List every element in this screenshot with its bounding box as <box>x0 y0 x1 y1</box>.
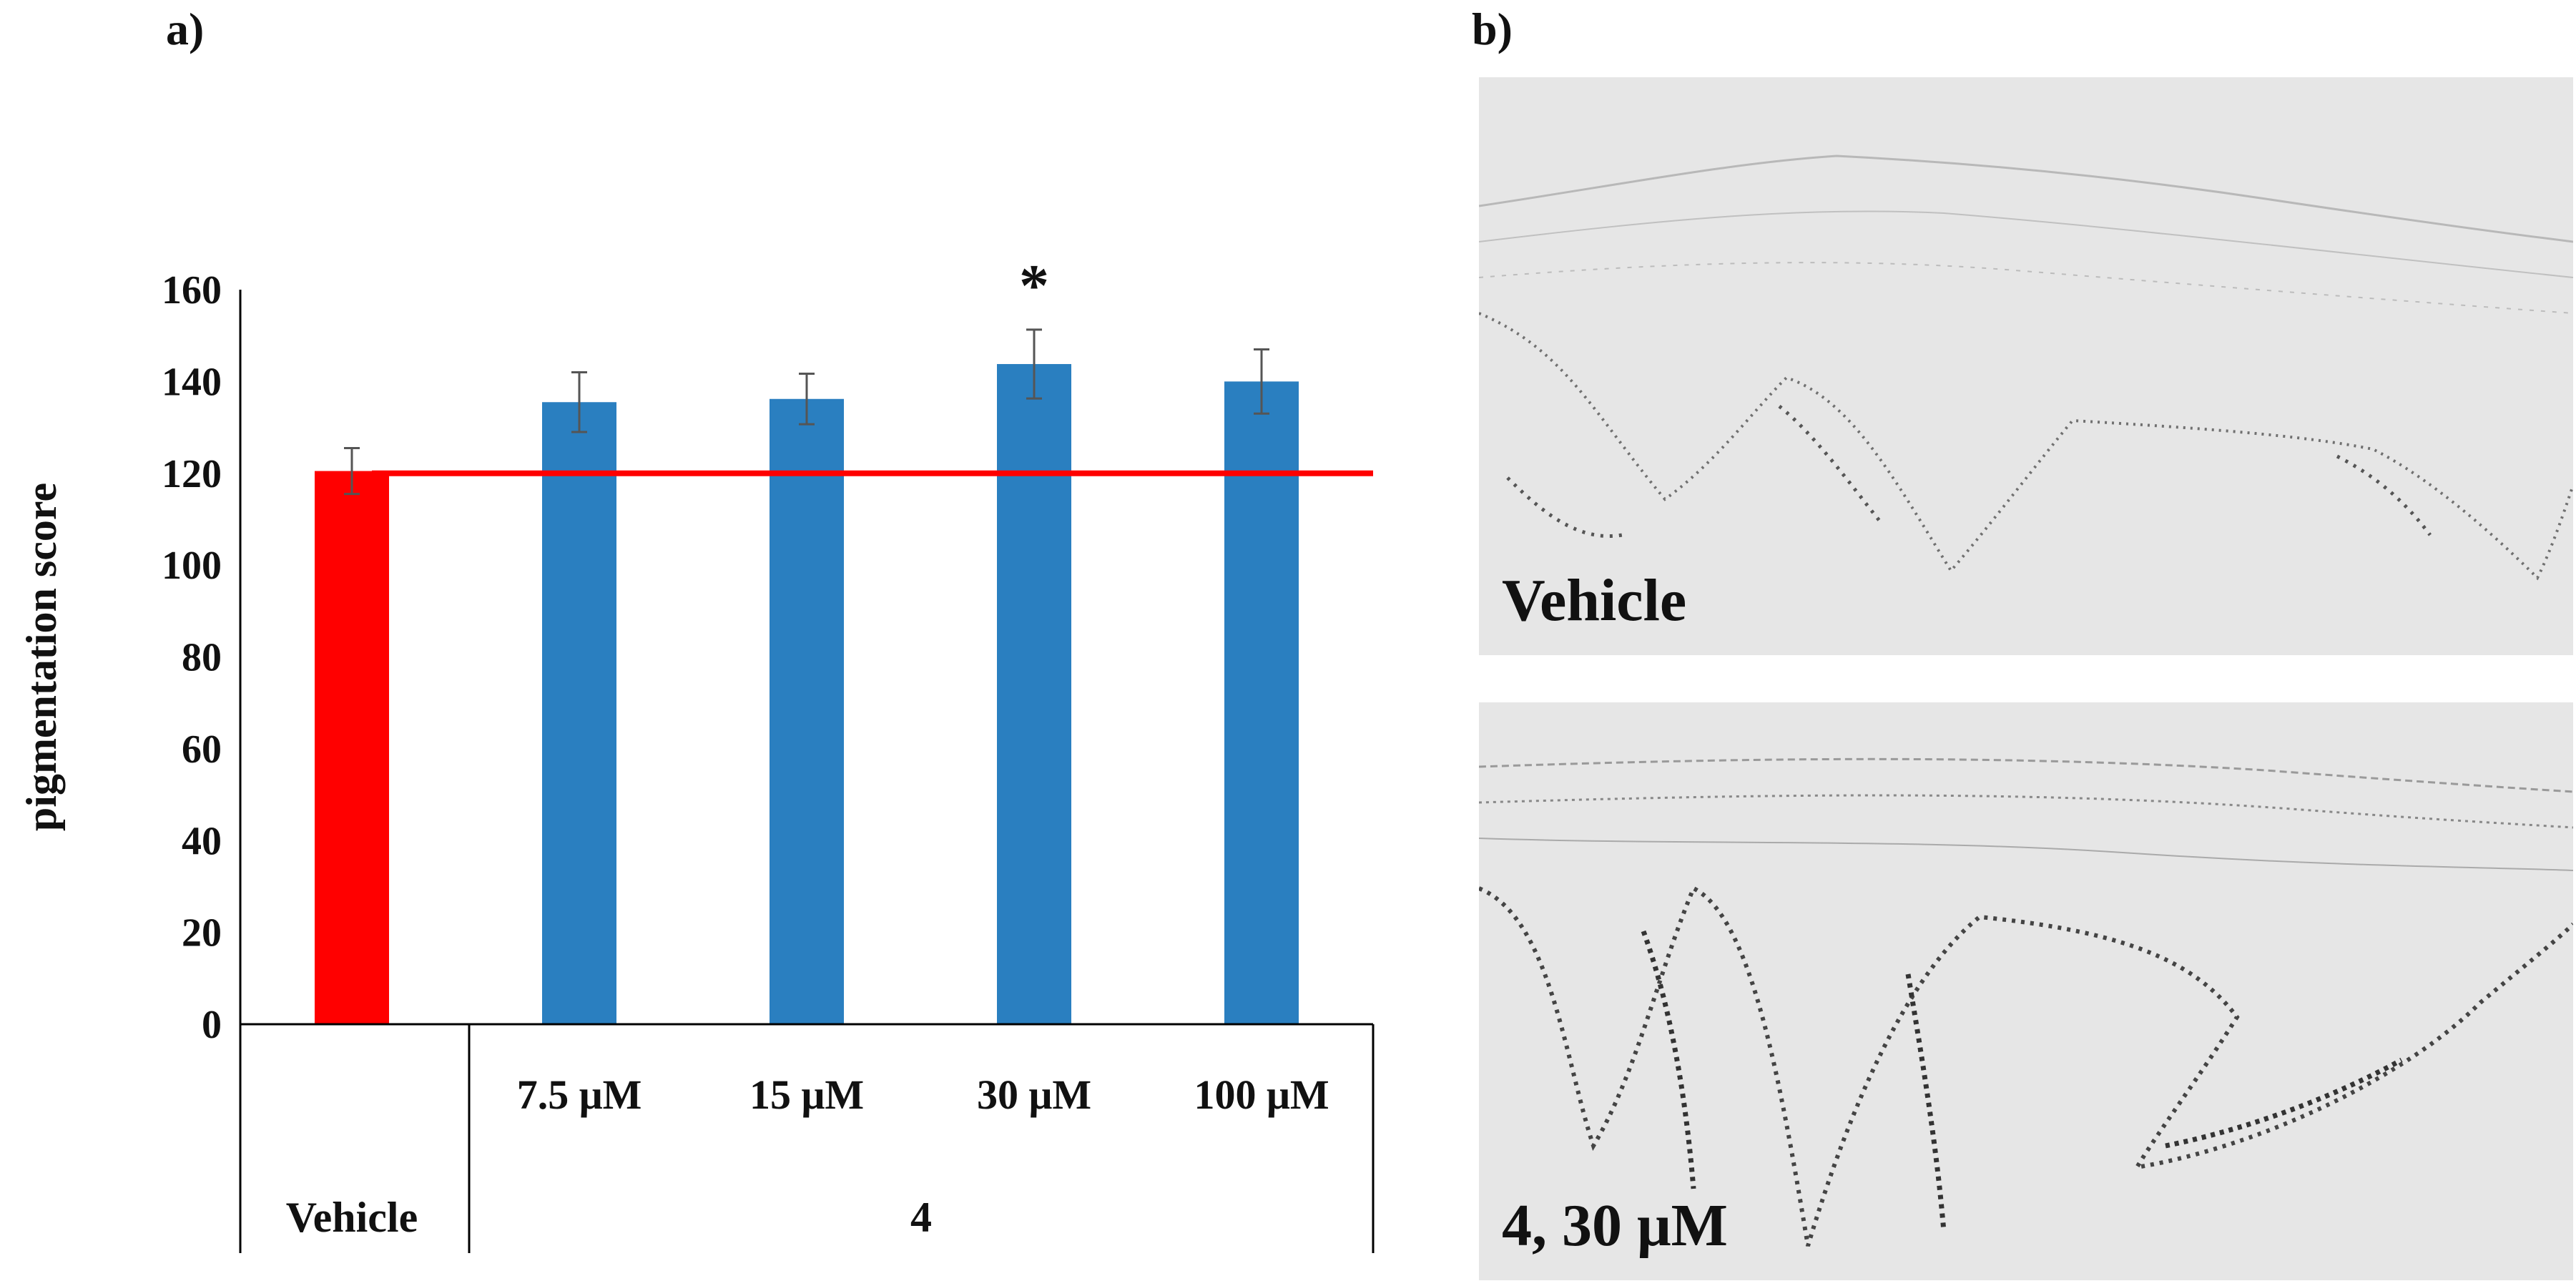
x-tick-label: 7.5 μM <box>517 1071 642 1118</box>
y-tick-label: 40 <box>182 819 222 863</box>
tissue-section-image <box>1479 757 2573 1247</box>
micrograph-treated: 4, 30 μM <box>1479 702 2573 1280</box>
micrograph-vehicle: Vehicle <box>1479 77 2573 655</box>
y-tick-label: 20 <box>182 911 222 956</box>
y-tick-label: 60 <box>182 727 222 772</box>
panel-b-label: b) <box>1472 4 1513 54</box>
micrograph-caption-treated: 4, 30 μM <box>1502 1192 1728 1259</box>
y-tick-label: 160 <box>162 268 222 313</box>
significance-marker: * <box>1019 252 1049 319</box>
micrograph-caption-vehicle: Vehicle <box>1502 567 1687 634</box>
y-tick-label: 0 <box>202 1003 222 1047</box>
bar <box>315 471 389 1024</box>
x-tick-label: 30 μM <box>977 1071 1091 1118</box>
y-tick-label: 100 <box>162 544 222 588</box>
group-label: 4 <box>910 1194 932 1241</box>
panel-a-label: a) <box>166 4 205 54</box>
y-axis-title: pigmentation score <box>18 483 65 831</box>
y-tick-label: 140 <box>162 360 222 404</box>
y-tick-label: 80 <box>182 636 222 680</box>
bar <box>542 402 616 1024</box>
bar <box>1224 381 1299 1024</box>
bar <box>997 363 1071 1024</box>
x-tick-label: 15 μM <box>749 1071 864 1118</box>
tissue-section-image <box>1479 154 2573 581</box>
group-label: Vehicle <box>286 1194 418 1241</box>
y-tick-label: 120 <box>162 452 222 496</box>
bar-chart: 0 20 40 60 80 100 120 140 160 pigmentation score *… <box>18 252 1375 1253</box>
bar <box>770 398 844 1024</box>
x-tick-label: 100 μM <box>1194 1071 1329 1118</box>
